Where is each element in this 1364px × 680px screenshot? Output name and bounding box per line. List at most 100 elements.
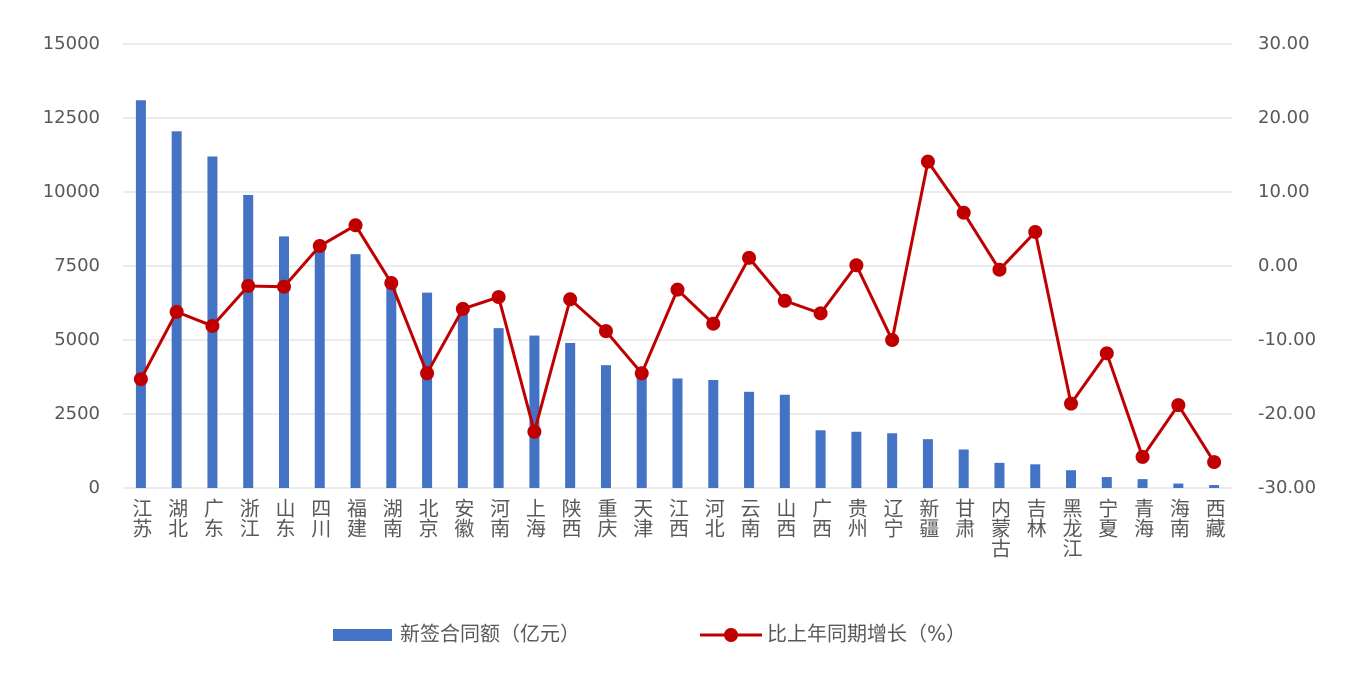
bar xyxy=(1173,483,1184,488)
y2-tick-label: 10.00 xyxy=(1258,181,1310,202)
x-tick-label: 青海 xyxy=(1131,498,1155,538)
point xyxy=(455,301,470,316)
x-tick-label: 贵州 xyxy=(844,498,868,538)
bar xyxy=(493,328,504,488)
legend-swatch xyxy=(333,629,392,641)
y2-tick-label: -30.00 xyxy=(1258,477,1316,498)
point xyxy=(706,316,721,331)
x-tick-label: 吉林 xyxy=(1023,498,1047,538)
point xyxy=(384,276,399,291)
point xyxy=(1207,455,1222,470)
y2-tick-label: 30.00 xyxy=(1258,33,1310,54)
y-tick-label: 2500 xyxy=(54,403,100,424)
point xyxy=(813,306,828,321)
x-tick-label: 山东 xyxy=(272,498,296,538)
bar xyxy=(636,375,647,488)
bar xyxy=(457,310,468,488)
point xyxy=(1028,224,1043,239)
point xyxy=(205,318,220,333)
point xyxy=(885,333,900,347)
bar xyxy=(994,462,1005,488)
y2-tick-label: 20.00 xyxy=(1258,107,1310,128)
x-tick-label: 江苏 xyxy=(129,498,153,538)
point xyxy=(563,292,578,307)
bar xyxy=(672,378,683,488)
bar xyxy=(135,100,146,489)
x-tick-label: 河北 xyxy=(701,498,725,538)
y-tick-label: 5000 xyxy=(54,329,100,350)
bar xyxy=(600,365,611,488)
bar xyxy=(851,431,862,488)
x-tick-label: 重庆 xyxy=(594,498,618,538)
bar xyxy=(350,254,361,488)
bar xyxy=(779,394,790,488)
point xyxy=(634,366,649,381)
y2-tick-label: -20.00 xyxy=(1258,403,1316,424)
x-tick-label: 西藏 xyxy=(1202,498,1226,538)
point xyxy=(992,262,1007,277)
point xyxy=(777,293,792,308)
x-tick-label: 天津 xyxy=(630,498,654,538)
point xyxy=(169,304,184,319)
bar xyxy=(887,433,898,488)
bar xyxy=(386,283,397,488)
x-tick-label: 湖南 xyxy=(379,498,403,538)
bar xyxy=(1030,464,1041,488)
x-tick-label: 浙江 xyxy=(236,498,260,538)
x-tick-label: 河南 xyxy=(487,498,511,538)
point xyxy=(670,282,685,297)
bar xyxy=(815,430,826,488)
x-tick-label: 黑龙江 xyxy=(1059,498,1083,558)
point xyxy=(742,250,757,265)
bar xyxy=(565,342,576,488)
bar xyxy=(1101,477,1112,488)
point xyxy=(920,154,935,169)
x-tick-label: 江西 xyxy=(666,498,690,538)
point xyxy=(276,279,291,294)
bar xyxy=(278,236,289,488)
bar xyxy=(314,246,325,488)
legend-label: 新签合同额（亿元） xyxy=(400,622,580,646)
point xyxy=(527,424,542,439)
bar xyxy=(1209,485,1220,488)
x-tick-label: 福建 xyxy=(344,498,368,538)
bar xyxy=(243,194,254,488)
point xyxy=(491,290,506,305)
y2-tick-label: -10.00 xyxy=(1258,329,1316,350)
point xyxy=(348,218,363,233)
point xyxy=(849,258,864,273)
bar xyxy=(1137,479,1148,488)
y-tick-label: 7500 xyxy=(54,255,100,276)
x-tick-label: 内蒙古 xyxy=(987,498,1011,558)
bar xyxy=(529,335,540,488)
x-tick-label: 北京 xyxy=(415,498,439,538)
bar xyxy=(422,292,433,488)
x-tick-label: 湖北 xyxy=(165,498,189,538)
x-tick-label: 海南 xyxy=(1166,498,1190,538)
x-tick-label: 陕西 xyxy=(558,498,582,538)
x-tick-label: 广东 xyxy=(200,498,224,538)
x-tick-label: 云南 xyxy=(737,498,761,538)
x-tick-label: 新疆 xyxy=(916,498,940,538)
point xyxy=(133,372,148,387)
y-tick-label: 12500 xyxy=(43,107,100,128)
bar xyxy=(922,439,933,488)
bar xyxy=(958,449,969,488)
x-tick-label: 宁夏 xyxy=(1095,498,1119,538)
x-tick-label: 上海 xyxy=(522,498,546,538)
x-tick-label: 广西 xyxy=(809,498,833,538)
point xyxy=(956,205,971,220)
x-tick-label: 四川 xyxy=(308,498,332,538)
y2-tick-label: 0.00 xyxy=(1258,255,1298,276)
bar xyxy=(1066,470,1077,488)
y-tick-label: 15000 xyxy=(43,33,100,54)
legend-swatch xyxy=(724,628,738,642)
point xyxy=(241,278,256,293)
x-tick-label: 辽宁 xyxy=(880,498,904,538)
x-tick-label: 安徽 xyxy=(451,498,475,538)
x-tick-label: 山西 xyxy=(773,498,797,538)
y-tick-label: 10000 xyxy=(43,181,100,202)
x-tick-label: 甘肃 xyxy=(952,498,976,538)
point xyxy=(1171,398,1186,413)
